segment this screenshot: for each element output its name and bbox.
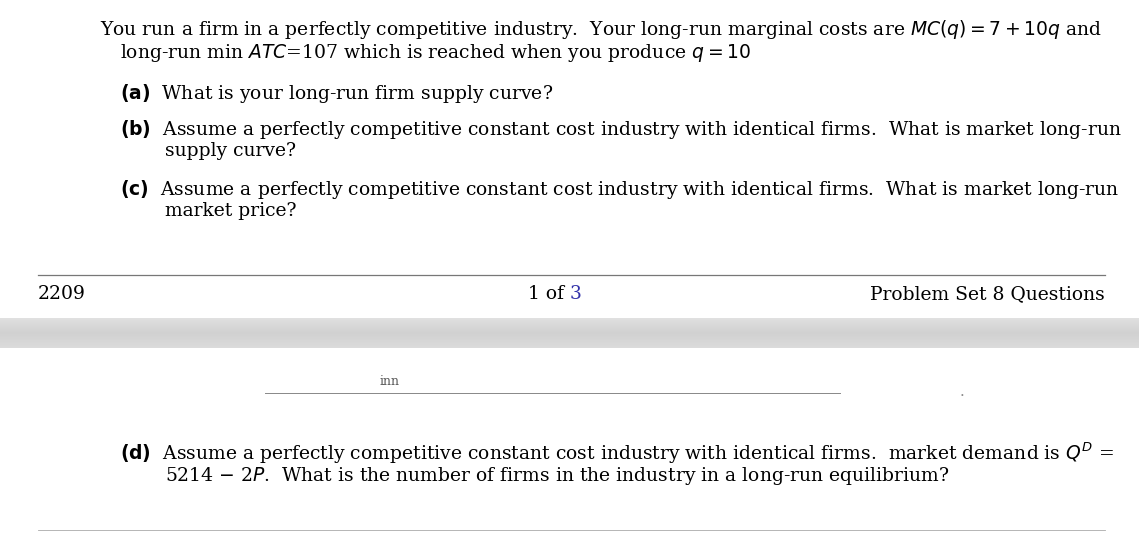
Text: supply curve?: supply curve? [165, 142, 296, 160]
Text: $\mathbf{(a)}$  What is your long-run firm supply curve?: $\mathbf{(a)}$ What is your long-run fir… [120, 82, 554, 105]
Text: long-run min $ATC$=107 which is reached when you produce $q = 10$: long-run min $ATC$=107 which is reached … [120, 42, 751, 64]
Text: $\mathbf{(d)}$  Assume a perfectly competitive constant cost industry with ident: $\mathbf{(d)}$ Assume a perfectly compet… [120, 440, 1114, 466]
Text: .: . [960, 385, 965, 399]
Text: 1 of: 1 of [527, 285, 570, 303]
Text: $\mathbf{(b)}$  Assume a perfectly competitive constant cost industry with ident: $\mathbf{(b)}$ Assume a perfectly compet… [120, 118, 1122, 141]
Text: $\mathbf{(c)}$  Assume a perfectly competitive constant cost industry with ident: $\mathbf{(c)}$ Assume a perfectly compet… [120, 178, 1120, 201]
Text: Problem Set 8 Questions: Problem Set 8 Questions [870, 285, 1105, 303]
Text: You run a firm in a perfectly competitive industry.  Your long-run marginal cost: You run a firm in a perfectly competitiv… [100, 18, 1103, 41]
Text: 2209: 2209 [38, 285, 85, 303]
Text: 5214 $-$ 2$P$.  What is the number of firms in the industry in a long-run equili: 5214 $-$ 2$P$. What is the number of fir… [165, 465, 950, 487]
Text: 3: 3 [570, 285, 581, 303]
Text: inn: inn [380, 375, 400, 388]
Text: market price?: market price? [165, 202, 296, 220]
